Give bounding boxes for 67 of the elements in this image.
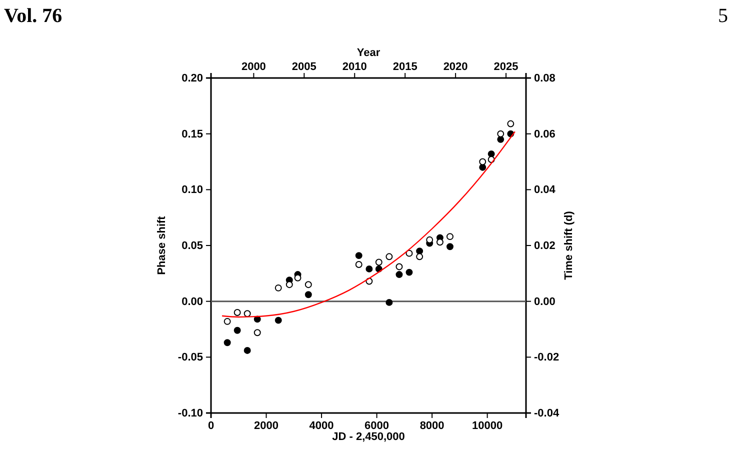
y2-tick-label: -0.04	[534, 408, 560, 420]
y-tick-label: 0.05	[182, 240, 203, 252]
x-tick-label: 6000	[364, 420, 390, 432]
point	[406, 268, 413, 276]
y-tick-label: 0.15	[182, 128, 203, 140]
point	[386, 253, 393, 260]
x-tick-label: 2000	[254, 420, 279, 432]
x2-tick-label: 2000	[241, 61, 266, 73]
point	[244, 310, 251, 318]
x-axis-title: JD - 2,450,000	[332, 431, 405, 443]
point	[479, 164, 486, 171]
point	[304, 281, 312, 288]
point	[497, 136, 504, 143]
point	[396, 263, 403, 270]
point	[274, 284, 282, 292]
y-tick-label: -0.05	[178, 352, 203, 364]
point	[224, 339, 231, 346]
point	[304, 291, 312, 298]
x-tick-label: 0	[208, 420, 214, 432]
point	[355, 261, 362, 268]
x-tick-label: 8000	[420, 420, 444, 432]
point	[446, 233, 454, 240]
x2-tick-label: 2025	[494, 61, 518, 73]
point	[406, 250, 413, 257]
x2-axis-title: Year	[356, 47, 381, 59]
text: 5	[718, 5, 728, 27]
point	[375, 258, 382, 266]
y-tick-label: 0.10	[182, 184, 203, 196]
point	[254, 329, 261, 336]
point	[274, 316, 282, 324]
point	[416, 248, 424, 255]
point	[286, 281, 293, 288]
y-tick-label: 0.20	[182, 72, 203, 85]
text: Vol. 76	[4, 5, 62, 27]
y2-tick-label: -0.02	[534, 352, 560, 364]
point	[386, 298, 393, 306]
point	[355, 252, 362, 260]
point	[426, 236, 434, 244]
x2-tick-label: 2020	[443, 61, 468, 73]
x-tick-label: 4000	[309, 420, 334, 432]
point	[234, 309, 241, 316]
y2-tick-label: 0.04	[534, 184, 556, 196]
point	[366, 265, 373, 272]
y2-tick-label: 0.00	[534, 296, 556, 308]
point	[507, 120, 514, 128]
point	[396, 271, 403, 278]
point	[436, 238, 444, 246]
y2-axis-title: Time shift (d)	[563, 210, 575, 280]
y-tick-label: -0.10	[178, 408, 203, 420]
point	[244, 346, 251, 354]
point	[479, 158, 486, 166]
line-series	[221, 131, 516, 318]
y2-tick-label: 0.02	[534, 240, 556, 252]
y2-tick-label: 0.08	[534, 72, 556, 85]
x-tick-label: 10000	[472, 420, 503, 432]
x2-tick-label: 2010	[342, 61, 367, 73]
x2-tick-label: 2015	[392, 61, 418, 73]
point	[234, 326, 241, 334]
point	[416, 253, 424, 260]
y-axis-title: Phase shift	[156, 216, 168, 275]
point	[446, 243, 454, 250]
point	[497, 130, 504, 138]
y2-tick-label: 0.06	[534, 128, 556, 140]
y-tick-label: 0.00	[182, 296, 203, 308]
x2-tick-label: 2005	[292, 61, 316, 73]
point	[294, 274, 302, 282]
point	[224, 318, 231, 325]
